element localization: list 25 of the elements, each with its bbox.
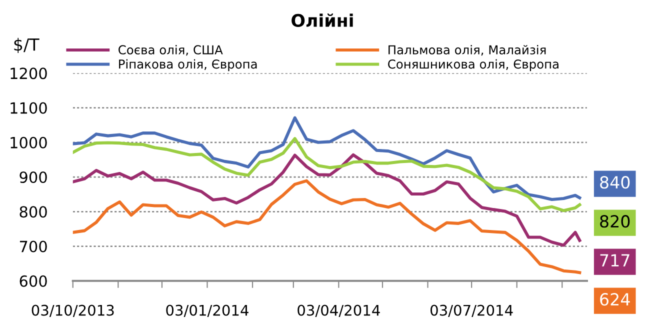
line-series [72, 137, 582, 212]
y-tick-label: 600 [20, 275, 47, 287]
data-label: 624 [600, 293, 630, 306]
legend-label: Ріпакова олія, Європа [119, 59, 257, 72]
y-tick-label: 900 [20, 171, 47, 184]
line-series [72, 116, 582, 202]
y-tick-label: 800 [20, 206, 47, 218]
y-axis-title: $/T [14, 38, 40, 54]
x-tick-label: 03/01/2014 [166, 304, 248, 317]
x-tick-label: 03/07/2014 [430, 304, 513, 317]
legend-label: Пальмова олія, Малайзія [388, 44, 546, 56]
x-tick-label: 03/10/2013 [32, 304, 114, 317]
line-series [72, 153, 582, 247]
x-tick-label: 03/04/2014 [298, 304, 380, 317]
y-tick-label: 1100 [10, 102, 47, 114]
legend-label: Соєва олія, США [118, 44, 223, 56]
data-label: 717 [600, 254, 630, 266]
legend-label: Соняшникова олія, Європа [388, 59, 558, 72]
y-tick-label: 1000 [10, 136, 47, 148]
line-series [72, 179, 582, 274]
data-label: 820 [600, 215, 630, 228]
chart-title: Олійні [292, 14, 353, 28]
y-tick-label: 1200 [10, 68, 47, 80]
y-tick-label: 700 [20, 240, 47, 252]
data-label: 840 [600, 176, 630, 189]
